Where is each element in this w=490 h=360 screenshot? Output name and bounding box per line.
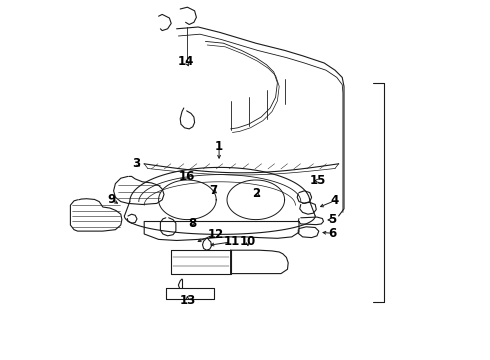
Text: 4: 4	[330, 194, 339, 207]
Text: 1: 1	[215, 140, 223, 153]
Text: 8: 8	[189, 217, 197, 230]
Text: 13: 13	[179, 294, 196, 307]
Text: 9: 9	[108, 193, 116, 206]
Text: 5: 5	[328, 213, 337, 226]
Text: 15: 15	[310, 174, 326, 187]
Text: 14: 14	[178, 55, 195, 68]
Text: 3: 3	[132, 157, 140, 170]
Text: 10: 10	[240, 235, 256, 248]
Text: 7: 7	[209, 184, 218, 197]
Text: 16: 16	[178, 170, 195, 183]
Text: 2: 2	[252, 187, 260, 200]
Text: 11: 11	[223, 235, 240, 248]
Text: 12: 12	[207, 228, 223, 240]
Text: 6: 6	[328, 227, 337, 240]
